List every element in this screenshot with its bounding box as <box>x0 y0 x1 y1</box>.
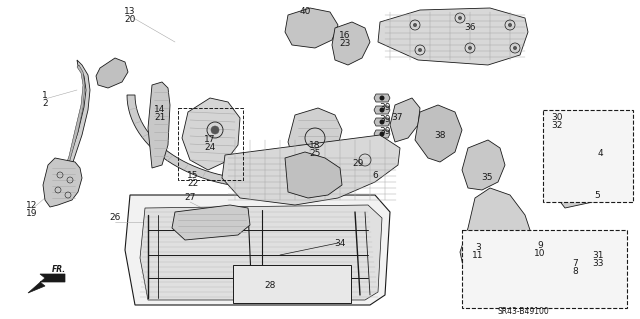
Text: 36: 36 <box>464 24 476 33</box>
Polygon shape <box>374 130 390 138</box>
Text: 29: 29 <box>352 159 364 167</box>
Text: 9: 9 <box>537 241 543 249</box>
Polygon shape <box>61 65 85 182</box>
Text: 15: 15 <box>188 170 199 180</box>
Text: 6: 6 <box>372 170 378 180</box>
Circle shape <box>508 23 512 27</box>
Polygon shape <box>374 94 390 102</box>
Polygon shape <box>415 105 462 162</box>
Circle shape <box>458 16 462 20</box>
Text: 32: 32 <box>551 122 563 130</box>
Circle shape <box>380 131 385 137</box>
Text: 1: 1 <box>42 91 48 100</box>
Polygon shape <box>342 142 382 185</box>
Polygon shape <box>285 152 342 198</box>
Text: FR.: FR. <box>52 265 66 274</box>
Polygon shape <box>374 118 390 126</box>
Text: 39: 39 <box>380 128 391 137</box>
Polygon shape <box>558 118 625 165</box>
Bar <box>462 230 627 308</box>
Text: 16: 16 <box>339 31 351 40</box>
Polygon shape <box>285 8 338 48</box>
Polygon shape <box>288 108 342 168</box>
Circle shape <box>468 46 472 50</box>
Circle shape <box>211 126 219 134</box>
Text: 18: 18 <box>309 140 321 150</box>
Text: 39: 39 <box>380 115 391 124</box>
Text: 3: 3 <box>475 243 481 253</box>
Polygon shape <box>374 106 390 114</box>
Polygon shape <box>460 188 535 292</box>
Text: 20: 20 <box>124 16 136 25</box>
Text: 30: 30 <box>551 114 563 122</box>
Text: 10: 10 <box>534 249 546 257</box>
Text: 27: 27 <box>184 194 196 203</box>
Circle shape <box>418 48 422 52</box>
Text: 4: 4 <box>597 149 603 158</box>
Polygon shape <box>465 240 518 278</box>
Text: 7: 7 <box>572 258 578 268</box>
Polygon shape <box>390 98 420 142</box>
Polygon shape <box>55 60 90 188</box>
Text: 2: 2 <box>42 99 48 108</box>
Polygon shape <box>127 95 328 188</box>
Text: 25: 25 <box>309 149 321 158</box>
Polygon shape <box>555 162 618 208</box>
Polygon shape <box>140 205 382 300</box>
Text: 31: 31 <box>592 250 604 259</box>
Circle shape <box>380 120 385 124</box>
Polygon shape <box>125 195 390 305</box>
Text: 40: 40 <box>300 8 310 17</box>
Text: 12: 12 <box>26 201 38 210</box>
Polygon shape <box>148 82 170 168</box>
Polygon shape <box>462 140 505 190</box>
Polygon shape <box>182 98 240 170</box>
Text: 34: 34 <box>334 239 346 248</box>
Circle shape <box>380 108 385 113</box>
Polygon shape <box>222 135 400 205</box>
Polygon shape <box>378 8 528 65</box>
Text: 33: 33 <box>592 258 604 268</box>
Text: SR43-B49100: SR43-B49100 <box>497 307 549 315</box>
Text: 8: 8 <box>572 266 578 276</box>
Text: 24: 24 <box>204 144 216 152</box>
Bar <box>543 110 633 202</box>
Circle shape <box>513 46 517 50</box>
Bar <box>178 108 243 180</box>
Text: 26: 26 <box>109 213 121 222</box>
Polygon shape <box>520 262 582 302</box>
Circle shape <box>380 95 385 100</box>
Text: 28: 28 <box>264 280 276 290</box>
Text: 13: 13 <box>124 8 136 17</box>
Text: 37: 37 <box>391 114 403 122</box>
Text: 39: 39 <box>380 103 391 113</box>
Polygon shape <box>43 158 82 207</box>
Text: 17: 17 <box>204 136 216 145</box>
Text: 38: 38 <box>435 130 445 139</box>
Polygon shape <box>28 274 65 293</box>
Bar <box>233 265 351 303</box>
Text: 14: 14 <box>154 106 166 115</box>
Polygon shape <box>332 22 370 65</box>
Text: 19: 19 <box>26 209 38 218</box>
Polygon shape <box>172 205 250 240</box>
Text: 11: 11 <box>472 251 484 261</box>
Circle shape <box>413 23 417 27</box>
Text: 22: 22 <box>188 179 198 188</box>
Polygon shape <box>96 58 128 88</box>
Text: 35: 35 <box>481 174 493 182</box>
Text: 21: 21 <box>154 114 166 122</box>
Text: 23: 23 <box>339 39 351 48</box>
Polygon shape <box>515 235 565 280</box>
Text: 5: 5 <box>594 190 600 199</box>
